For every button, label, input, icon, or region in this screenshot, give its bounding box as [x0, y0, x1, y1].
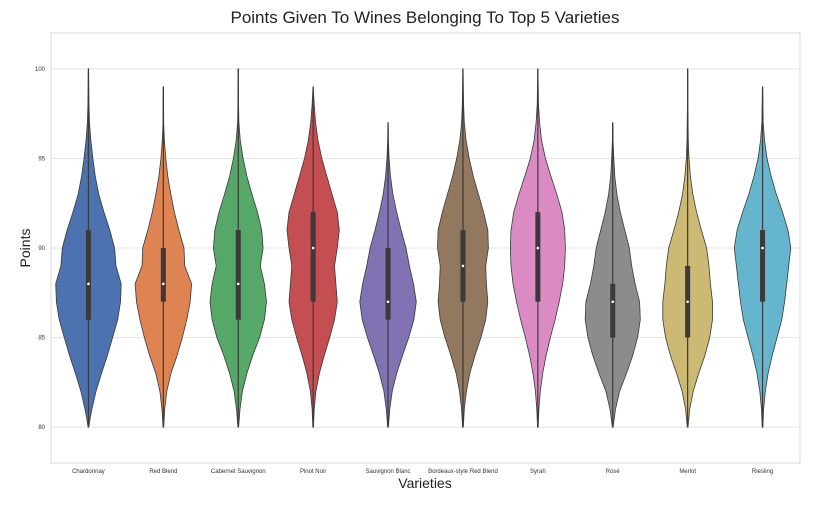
violin-median: [87, 282, 90, 286]
violin-median: [536, 246, 540, 250]
y-tick-labels: 80 85 90 95 100: [35, 67, 46, 431]
violin-riesling: [733, 86, 792, 428]
y-tick-label: 95: [38, 156, 45, 162]
violin-iqr-box: [760, 230, 766, 302]
x-tick-labels: Chardonnay Red Blend Cabernet Sauvignon Pin…: [72, 469, 773, 475]
violin-sauvignon-blanc: [359, 122, 417, 428]
violin-syrah: [509, 68, 566, 428]
violin-iqr-box: [310, 212, 316, 302]
x-tick-label: Cabernet Sauvignon: [211, 469, 266, 475]
violin-median: [386, 300, 390, 304]
y-tick-label: 90: [38, 246, 45, 252]
violin-median: [761, 246, 764, 250]
violin-iqr-box: [610, 283, 616, 338]
violin-iqr-box: [235, 230, 241, 320]
x-tick-label: Bordeaux-style Red Blend: [428, 469, 498, 475]
y-tick-label: 100: [35, 67, 46, 73]
violin-cabernet-sauvignon: [209, 68, 267, 428]
y-tick-label: 85: [38, 336, 45, 342]
violin-median: [611, 300, 615, 304]
y-tick-label: 80: [38, 425, 45, 431]
violin-iqr-box: [535, 212, 541, 302]
violin-pinot-noir: [286, 86, 340, 428]
violin-bordeaux-style-red-blend: [437, 68, 489, 428]
violin-chardonnay: [55, 68, 122, 428]
violin-red-blend: [134, 86, 193, 428]
x-tick-label: Sauvignon Blanc: [366, 469, 411, 475]
x-tick-label: Syrah: [530, 469, 546, 475]
violin-median: [236, 282, 240, 286]
violin-iqr-box: [85, 230, 91, 320]
chart-title: Points Given To Wines Belonging To Top 5…: [230, 8, 619, 27]
x-tick-label: Chardonnay: [72, 469, 105, 475]
violin-median: [686, 300, 689, 304]
x-tick-label: Pinot Noir: [300, 469, 326, 475]
violin-iqr-box: [385, 248, 391, 320]
x-tick-label: Rosé: [606, 469, 621, 475]
x-tick-label: Merlot: [679, 469, 696, 475]
x-tick-label: Riesling: [752, 469, 773, 475]
violins: [55, 68, 792, 428]
violin-median: [162, 282, 165, 286]
x-tick-label: Red Blend: [149, 469, 177, 475]
violin-iqr-box: [160, 248, 166, 302]
y-axis-label: Points: [17, 229, 33, 268]
x-axis-label: Varieties: [398, 475, 451, 491]
violin-merlot: [662, 68, 713, 428]
violin-ros-: [584, 122, 641, 428]
violin-median: [461, 264, 465, 268]
violin-median: [311, 246, 315, 250]
